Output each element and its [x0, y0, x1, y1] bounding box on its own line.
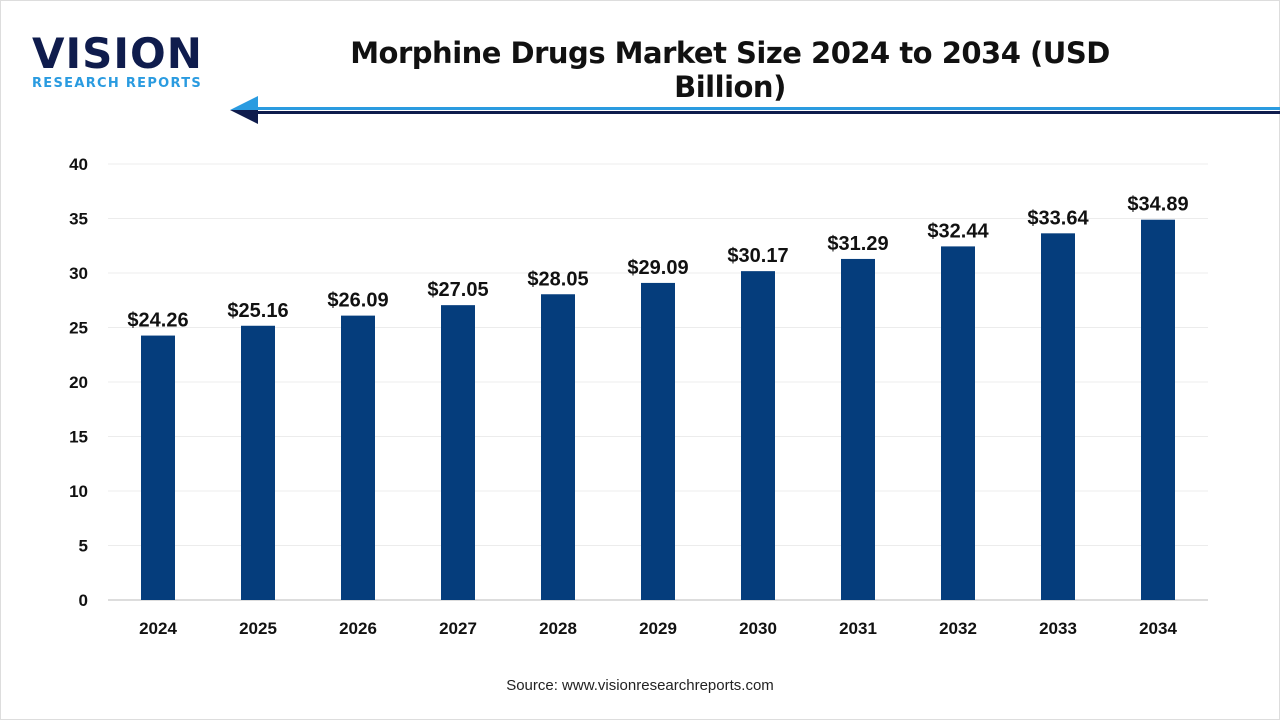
y-tick-label: 20 — [69, 373, 88, 392]
y-tick-label: 5 — [79, 537, 88, 556]
x-tick-label: 2032 — [939, 619, 977, 638]
data-label: $31.29 — [827, 233, 888, 255]
bar — [241, 325, 275, 600]
chart-title: Morphine Drugs Market Size 2024 to 2034 … — [350, 36, 1110, 104]
y-tick-label: 30 — [69, 264, 88, 283]
header-arrow-icon — [230, 96, 1280, 124]
y-tick-label: 15 — [69, 428, 88, 447]
data-label: $28.05 — [527, 268, 588, 290]
bar — [641, 282, 675, 600]
bar — [741, 271, 775, 600]
logo-sub: RESEARCH REPORTS — [32, 76, 203, 91]
data-label: $32.44 — [927, 220, 989, 242]
data-label: $27.05 — [427, 279, 488, 301]
y-tick-label: 25 — [69, 319, 88, 338]
data-label: $30.17 — [727, 245, 788, 267]
y-tick-label: 0 — [79, 591, 88, 610]
bar — [1041, 233, 1075, 600]
y-tick-label: 40 — [69, 155, 88, 174]
bar — [441, 305, 475, 600]
x-tick-label: 2028 — [539, 619, 577, 638]
data-label: $24.26 — [127, 310, 188, 332]
y-tick-label: 10 — [69, 482, 88, 501]
bar — [1141, 219, 1175, 600]
x-tick-label: 2029 — [639, 619, 677, 638]
data-label: $26.09 — [327, 290, 388, 312]
x-tick-label: 2024 — [139, 619, 177, 638]
x-tick-label: 2025 — [239, 619, 277, 638]
x-tick-label: 2033 — [1039, 619, 1077, 638]
x-tick-label: 2034 — [1139, 619, 1177, 638]
y-tick-label: 35 — [69, 210, 88, 229]
x-tick-label: 2027 — [439, 619, 477, 638]
source-note: Source: www.visionresearchreports.com — [506, 677, 774, 694]
bar — [941, 246, 975, 601]
x-tick-label: 2026 — [339, 619, 377, 638]
data-label: $25.16 — [227, 300, 288, 322]
bar — [841, 258, 875, 600]
data-label: $29.09 — [627, 257, 688, 279]
x-tick-label: 2031 — [839, 619, 877, 638]
logo: VISION RESEARCH REPORTS — [32, 29, 203, 92]
x-tick-label: 2030 — [739, 619, 777, 638]
bar — [141, 335, 175, 600]
logo-main: VISION — [32, 29, 203, 78]
data-label: $34.89 — [1127, 194, 1188, 216]
bar — [541, 294, 575, 600]
data-label: $33.64 — [1027, 207, 1089, 229]
bar — [341, 315, 375, 600]
